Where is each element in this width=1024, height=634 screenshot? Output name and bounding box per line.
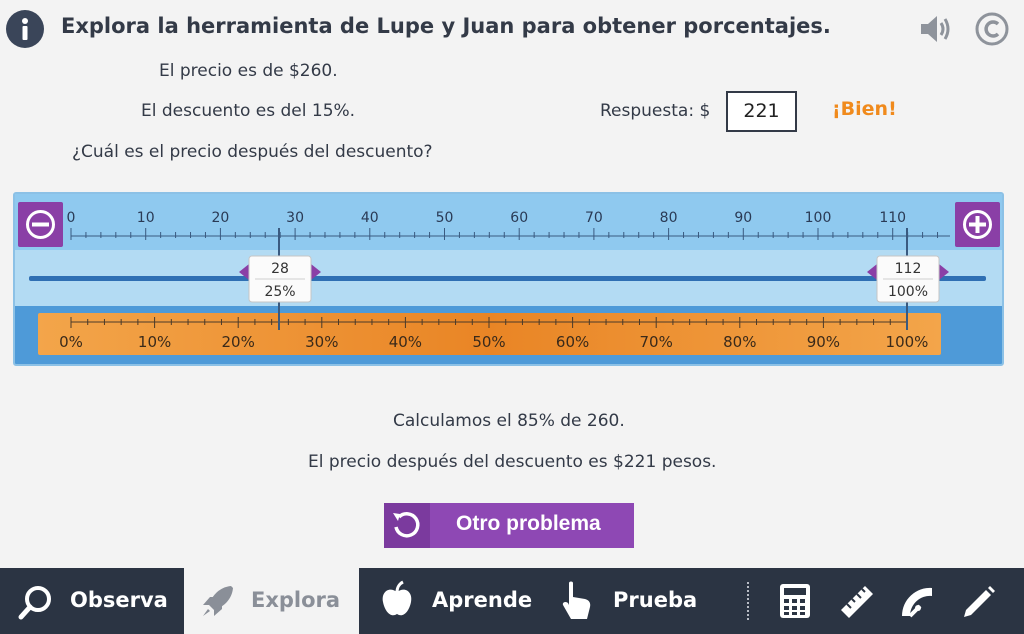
header: Explora la herramienta de Lupe y Juan pa… [0, 0, 1024, 58]
feedback-text: ¡Bien! [832, 98, 897, 120]
nav-aprende[interactable]: Aprende [359, 568, 539, 634]
value-tick-label: 0 [67, 210, 76, 226]
info-button[interactable] [6, 10, 44, 48]
value-tick-label: 80 [660, 210, 678, 226]
percent-tool: 0 10 20 30 40 50 60 70 80 90 100 110 0% 10% 20% 30% 40%… [13, 192, 1004, 366]
pointer-hand-icon [562, 581, 591, 619]
left-handle-value: 28 [271, 261, 289, 277]
left-handle-arrow-right[interactable] [311, 264, 321, 280]
discount-text: El descuento es del 15%. [141, 101, 356, 121]
nav-explora[interactable]: Explora [184, 568, 359, 634]
percent-tick-label: 60% [556, 333, 589, 351]
percent-tick-label: 70% [640, 333, 673, 351]
answer-input[interactable]: 221 [726, 91, 797, 132]
apple-icon [382, 580, 412, 616]
value-tick-label: 60 [510, 210, 528, 226]
zoom-out-button[interactable] [18, 202, 63, 247]
percent-tick-label: 30% [305, 333, 338, 351]
refresh-icon [384, 503, 430, 548]
value-tick-label: 90 [734, 210, 752, 226]
left-handle[interactable]: 28 25% [239, 255, 321, 303]
right-handle-arrow-right[interactable] [939, 264, 949, 280]
price-text: El precio es de $260. [159, 61, 338, 81]
left-handle-arrow-left[interactable] [239, 264, 249, 280]
percent-tick-label: 90% [807, 333, 840, 351]
magnifier-icon [18, 586, 51, 620]
value-tick-label: 50 [436, 210, 454, 226]
calculation-text: Calculamos el 85% de 260. [393, 411, 625, 431]
percent-tick-label: 10% [138, 333, 171, 351]
value-tick-label: 100 [805, 210, 832, 226]
nav-observa[interactable]: Observa [0, 568, 184, 634]
value-tick-label: 110 [879, 210, 906, 226]
calculator-icon [780, 584, 810, 618]
zoom-out-icon [26, 210, 55, 239]
copyright-button[interactable] [974, 11, 1010, 47]
protractor-icon [901, 587, 932, 618]
percent-tick-label: 50% [472, 333, 505, 351]
percent-tick-label: 20% [222, 333, 255, 351]
zoom-in-button[interactable] [955, 202, 1000, 247]
percent-tick-label: 100% [886, 333, 929, 351]
info-icon [22, 18, 28, 40]
new-problem-button[interactable]: Otro problema [384, 503, 634, 548]
calculator-button[interactable] [776, 582, 814, 620]
percent-bar [38, 313, 941, 355]
value-ruler [15, 194, 1002, 250]
right-handle-arrow-left[interactable] [867, 264, 877, 280]
pencil-button[interactable] [960, 582, 998, 620]
percent-tick-label: 80% [723, 333, 756, 351]
speaker-icon [921, 16, 950, 42]
nav-aprende-label: Aprende [432, 588, 533, 612]
rocket-icon [203, 586, 233, 616]
right-handle[interactable]: 112 100% [867, 255, 949, 303]
protractor-button[interactable] [898, 582, 936, 620]
tool-drawing: 0 10 20 30 40 50 60 70 80 90 100 110 0% 10% 20% 30% 40%… [29, 210, 986, 355]
ruler-button[interactable] [837, 582, 875, 620]
page-title: Explora la herramienta de Lupe y Juan pa… [61, 14, 831, 38]
value-tick-label: 30 [286, 210, 304, 226]
value-tick-label: 70 [585, 210, 603, 226]
slider-track [29, 276, 986, 281]
question-text: ¿Cuál es el precio después del descuento… [72, 142, 433, 162]
nav-observa-label: Observa [70, 588, 168, 612]
final-price-text: El precio después del descuento es $221 … [308, 452, 717, 472]
zoom-in-icon [963, 210, 992, 239]
answer-label: Respuesta: $ [600, 101, 711, 121]
left-handle-percent: 25% [264, 284, 295, 300]
value-tick-label: 10 [137, 210, 155, 226]
nav-prueba-label: Prueba [613, 588, 698, 612]
percent-tick-label: 40% [389, 333, 422, 351]
percent-tick-label: 0% [59, 333, 83, 351]
nav-explora-label: Explora [251, 588, 341, 612]
pencil-icon [964, 586, 995, 617]
right-handle-value: 112 [895, 261, 922, 277]
new-problem-label: Otro problema [456, 512, 601, 535]
value-tick-label: 20 [211, 210, 229, 226]
sound-button[interactable] [918, 13, 954, 45]
nav-prueba[interactable]: Prueba [539, 568, 709, 634]
copyright-icon [975, 12, 1009, 46]
right-handle-percent: 100% [888, 284, 928, 300]
nav-divider [747, 582, 749, 620]
value-tick-label: 40 [361, 210, 379, 226]
ruler-icon [841, 586, 873, 618]
bottom-navbar: Observa Explora Aprende Prueba [0, 568, 1024, 634]
